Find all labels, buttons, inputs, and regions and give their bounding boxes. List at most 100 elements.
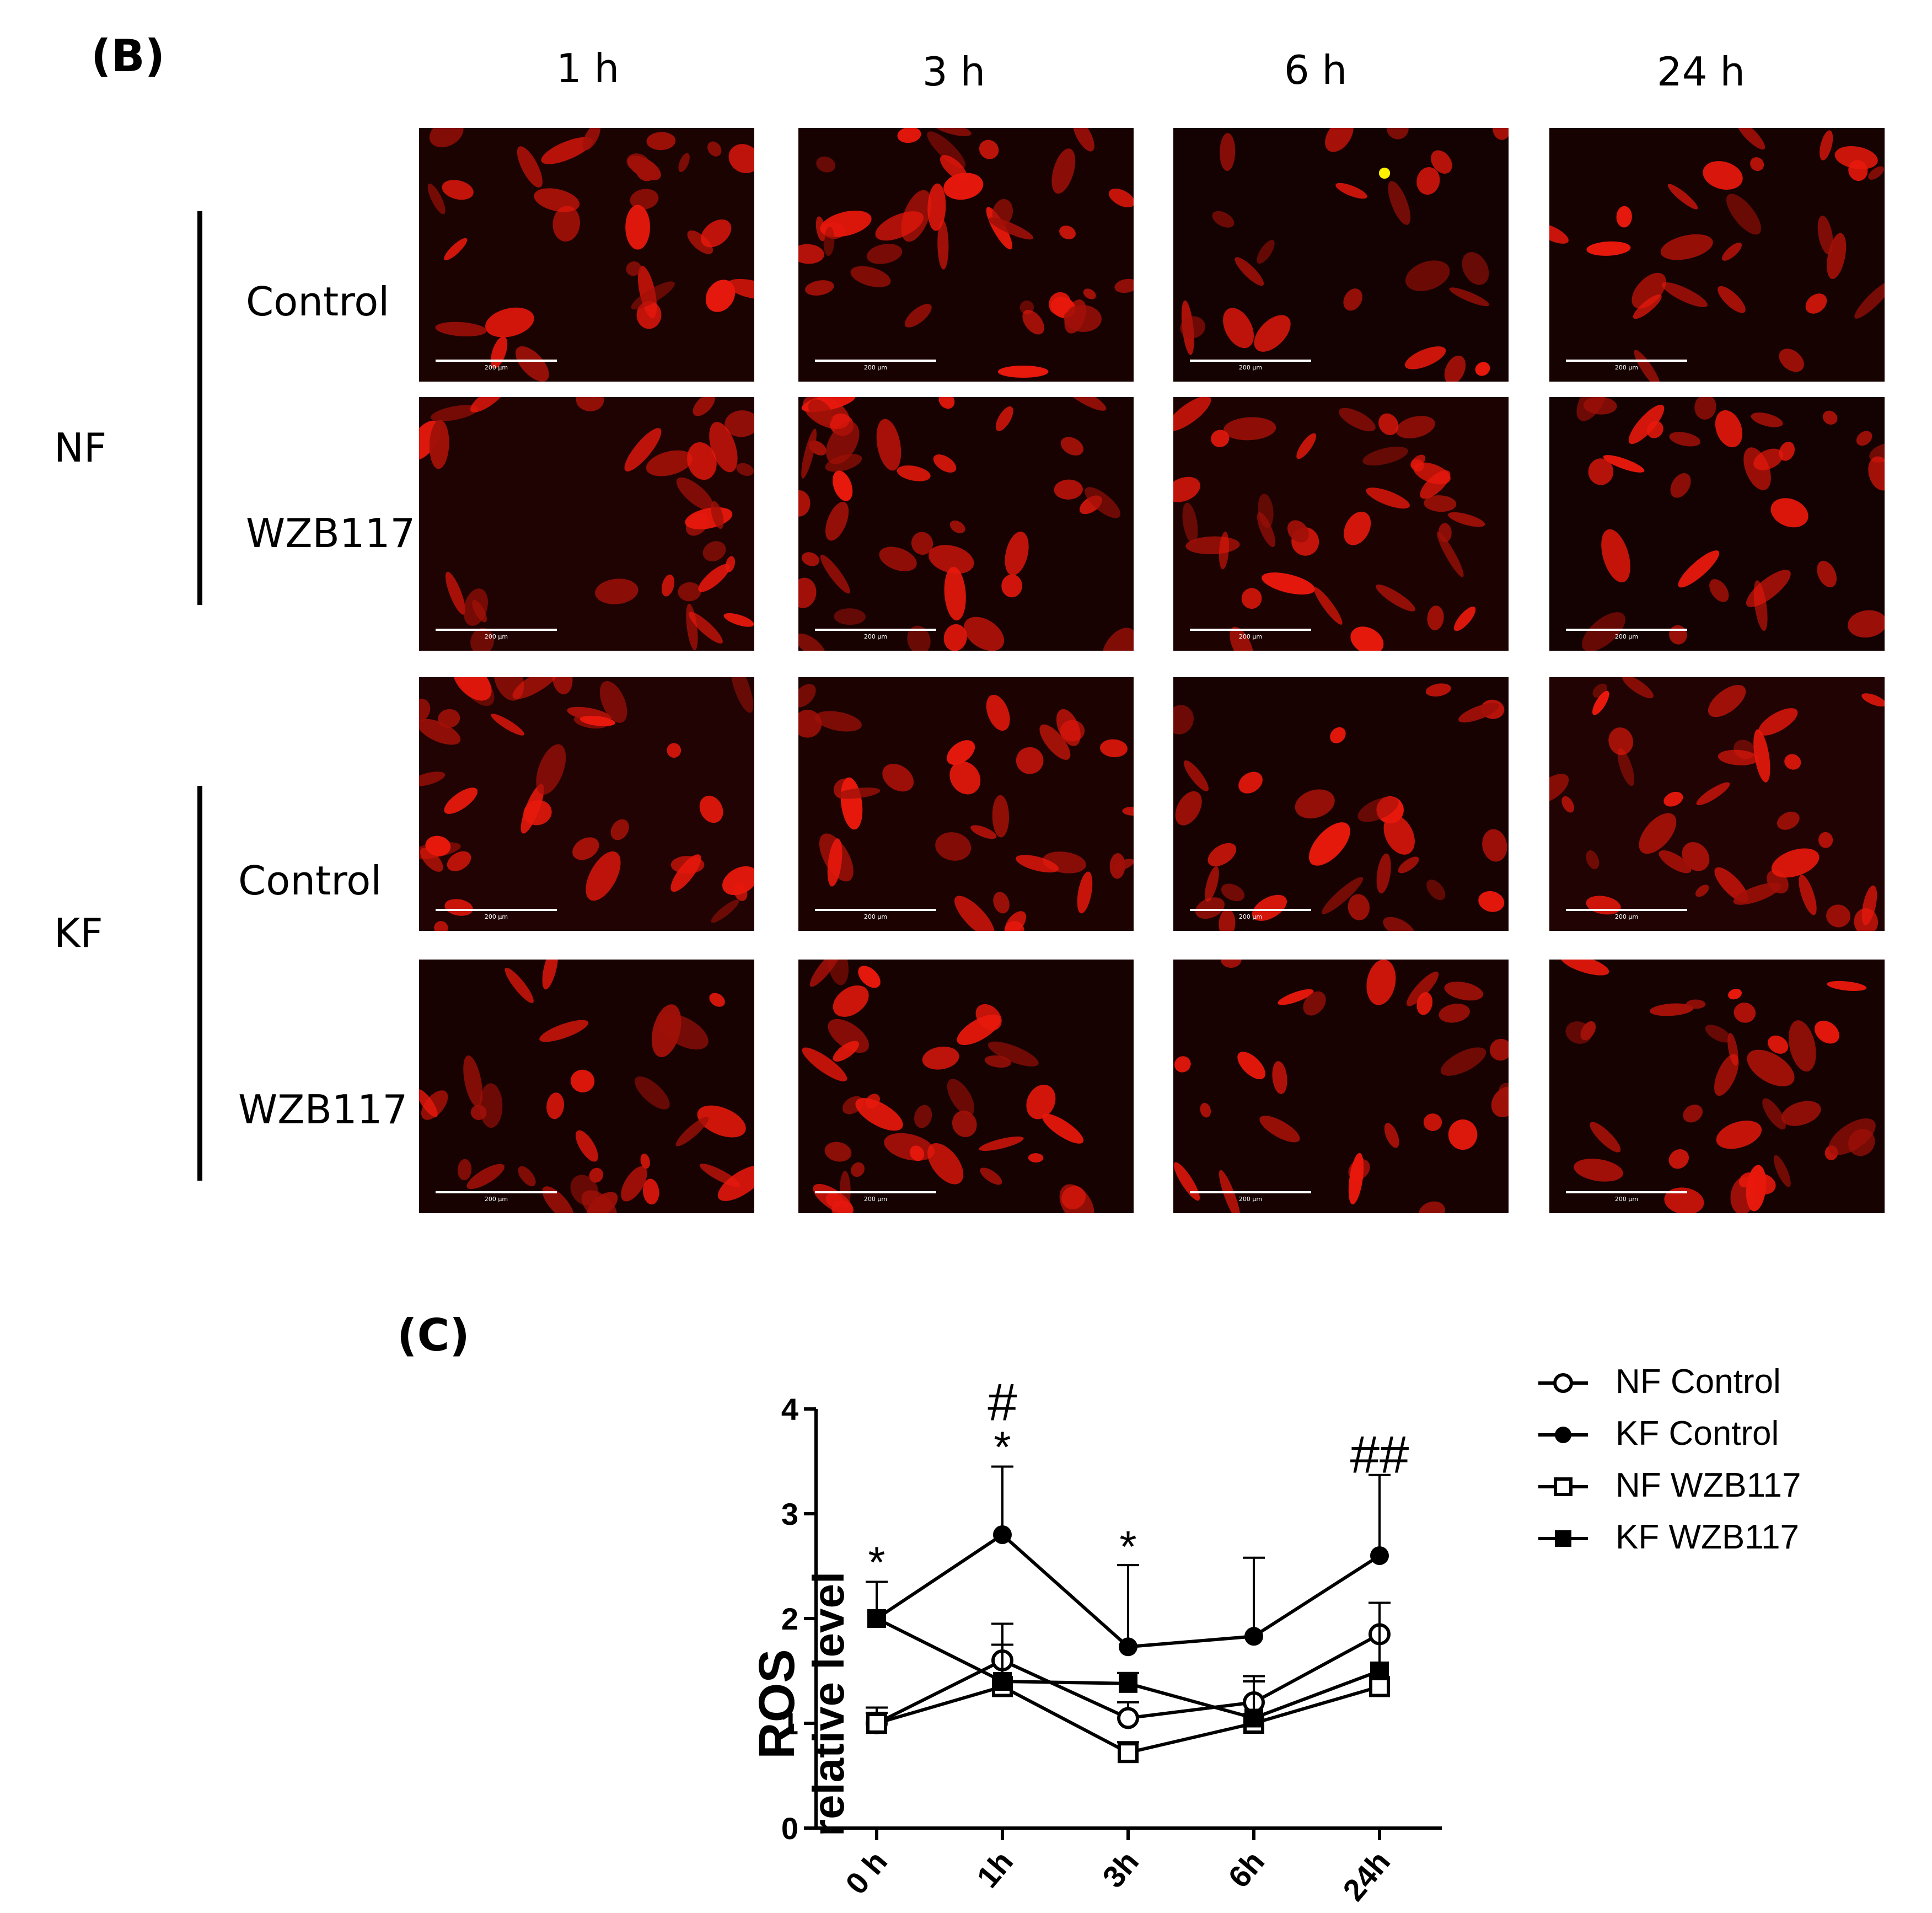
data-point <box>1370 1546 1389 1565</box>
y-tick-label: 1 <box>781 1706 798 1741</box>
micrograph-kf-control-1h: 200 μm <box>419 677 754 931</box>
scale-bar-label: 200 μm <box>863 633 888 640</box>
micrograph-kf-wzb117-3h: 200 μm <box>798 960 1134 1213</box>
legend-item-nf-control: NF Control <box>1533 1362 1864 1406</box>
series-kf-wzb117 <box>867 1601 1391 1728</box>
scale-bar <box>1190 360 1311 362</box>
panel-c-label: (C) <box>397 1310 470 1361</box>
data-point <box>993 1525 1012 1544</box>
scale-bar <box>436 629 557 631</box>
series-kf-control <box>866 1465 1391 1657</box>
data-point <box>1244 1627 1263 1646</box>
scale-bar-label: 200 μm <box>1238 364 1263 371</box>
column-label-24h: 24 h <box>1656 49 1746 95</box>
micrograph-nf-wzb117-24h: 200 μm <box>1549 397 1885 651</box>
scale-bar-label: 200 μm <box>484 633 508 640</box>
x-tick-label: 3h <box>1096 1844 1145 1894</box>
micrograph-kf-wzb117-6h: 200 μm <box>1173 960 1509 1213</box>
micrograph-nf-wzb117-1h: 200 μm <box>419 397 754 651</box>
scale-bar <box>436 360 557 362</box>
scale-bar-label: 200 μm <box>1614 913 1639 920</box>
significance-marker: * <box>994 1423 1011 1472</box>
scale-bar <box>436 1191 557 1193</box>
column-label-6h: 6 h <box>1284 47 1348 93</box>
column-label-1h: 1 h <box>556 45 620 92</box>
significance-marker: * <box>1119 1522 1136 1571</box>
x-tick-label: 1h <box>970 1844 1019 1894</box>
scale-bar <box>1190 1191 1311 1193</box>
data-point <box>866 1713 887 1734</box>
data-point <box>1118 1742 1139 1764</box>
scale-bar-label: 200 μm <box>484 1196 508 1203</box>
group-bracket-nf <box>197 211 202 605</box>
scale-bar <box>1190 909 1311 911</box>
y-axis-label-line2: relative level <box>804 1572 853 1836</box>
scale-bar <box>1566 1191 1687 1193</box>
legend-label: KF WZB117 <box>1616 1518 1800 1556</box>
legend-label: NF WZB117 <box>1616 1466 1801 1504</box>
micrograph-kf-wzb117-24h: 200 μm <box>1549 960 1885 1213</box>
micrograph-nf-control-24h: 200 μm <box>1549 128 1885 382</box>
scale-bar <box>1566 360 1687 362</box>
scale-bar-label: 200 μm <box>484 913 508 920</box>
micrograph-nf-wzb117-3h: 200 μm <box>798 397 1134 651</box>
legend-marker <box>1538 1427 1588 1443</box>
scale-bar <box>815 629 936 631</box>
scale-bar-label: 200 μm <box>1238 1196 1263 1203</box>
scale-bar <box>1566 909 1687 911</box>
scale-bar <box>1566 629 1687 631</box>
chart-axes: 0 1 2 3 4 0 h 1h 3h 6h 24h <box>781 1392 1442 1907</box>
y-tick-label: 3 <box>781 1497 798 1531</box>
data-point <box>1119 1637 1137 1657</box>
row-label-nf-wzb117: WZB117 <box>246 510 416 556</box>
scale-bar-label: 200 μm <box>863 913 888 920</box>
y-tick-label: 2 <box>781 1601 798 1636</box>
scale-bar-label: 200 μm <box>863 1196 888 1203</box>
y-tick-label: 0 <box>781 1811 798 1846</box>
scale-bar <box>436 909 557 911</box>
data-point <box>1370 1662 1389 1680</box>
legend-item-nf-wzb117: NF WZB117 <box>1533 1466 1864 1510</box>
micrograph-nf-control-3h: 200 μm <box>798 128 1134 382</box>
column-label-3h: 3 h <box>922 49 986 95</box>
micrograph-kf-wzb117-1h: 200 μm <box>419 960 754 1213</box>
legend-item-kf-wzb117: KF WZB117 <box>1533 1518 1864 1562</box>
row-label-nf-control: Control <box>246 278 390 325</box>
significance-marker: ## <box>1350 1426 1409 1485</box>
group-label-kf: KF <box>54 910 103 956</box>
x-tick-label: 6h <box>1221 1844 1271 1894</box>
scale-bar-label: 200 μm <box>1614 364 1639 371</box>
row-label-kf-wzb117: WZB117 <box>238 1086 408 1133</box>
micrograph-nf-control-6h: 200 μm <box>1173 128 1509 382</box>
data-point <box>1244 1708 1263 1728</box>
x-tick-label: 0 h <box>839 1844 894 1900</box>
chart-series <box>866 1465 1391 1764</box>
legend-marker <box>1538 1530 1588 1547</box>
significance-marker: # <box>988 1373 1017 1432</box>
legend-marker <box>1538 1373 1588 1393</box>
group-bracket-kf <box>197 786 202 1181</box>
scale-bar-label: 200 μm <box>1614 633 1639 640</box>
micrograph-nf-control-1h: 200 μm <box>419 128 754 382</box>
data-point <box>1119 1674 1137 1693</box>
data-point <box>1369 1676 1390 1697</box>
scale-bar <box>815 1191 936 1193</box>
legend-label: NF Control <box>1616 1363 1781 1401</box>
micrograph-kf-control-24h: 200 μm <box>1549 677 1885 931</box>
legend-marker <box>1538 1477 1588 1496</box>
x-tick-label: 24h <box>1336 1844 1397 1907</box>
significance-marker: * <box>868 1538 885 1587</box>
scale-bar-label: 200 μm <box>1238 633 1263 640</box>
legend-item-kf-control: KF Control <box>1533 1414 1864 1458</box>
scale-bar-label: 200 μm <box>863 364 888 371</box>
data-point <box>993 1672 1012 1691</box>
scale-bar <box>1190 629 1311 631</box>
data-point <box>867 1609 886 1628</box>
y-axis-label-line1: ROS <box>749 1649 805 1759</box>
scale-bar-label: 200 μm <box>484 364 508 371</box>
chart-annotations: **#*## <box>868 1373 1409 1587</box>
micrograph-kf-control-6h: 200 μm <box>1173 677 1509 931</box>
group-label-nf: NF <box>54 425 107 471</box>
panel-b-label: (B) <box>91 30 165 82</box>
